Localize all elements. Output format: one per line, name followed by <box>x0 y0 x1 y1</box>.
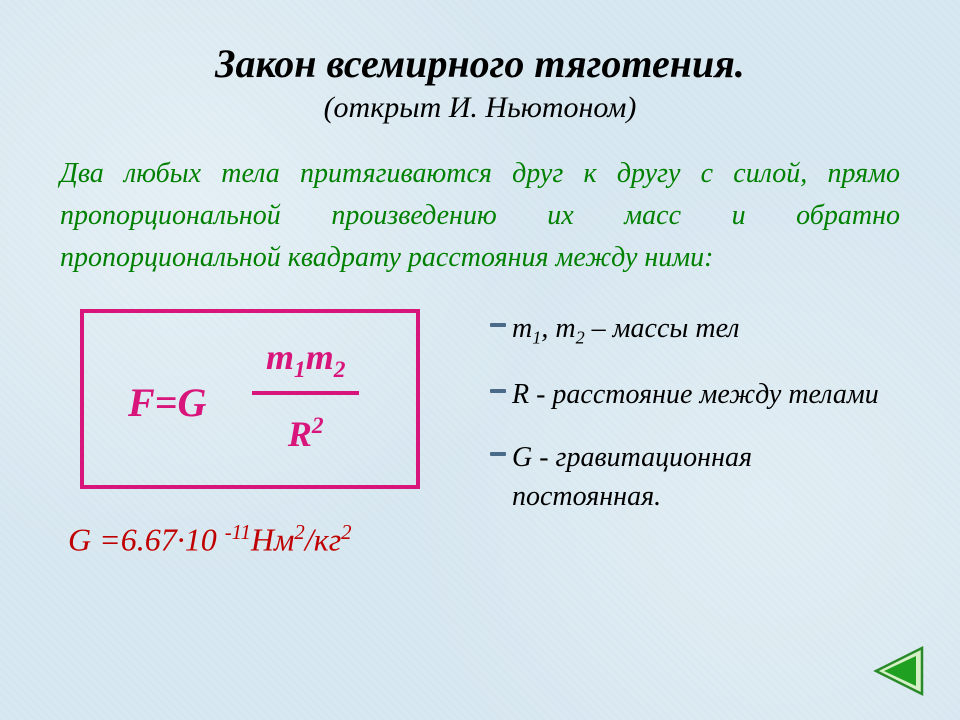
formula-box: F=G m1m2 R2 <box>80 309 420 489</box>
legend-text: R - расстояние между телами <box>512 375 879 414</box>
law-statement: Два любых тела притягиваются друг к друг… <box>60 153 900 279</box>
legend-item: m1, m2 – массы тел <box>490 309 900 351</box>
formula-fraction: m1m2 R2 <box>252 333 359 452</box>
legend-item: R - расстояние между телами <box>490 375 900 414</box>
legend-text: m1, m2 – массы тел <box>512 309 740 351</box>
triangle-left-icon <box>870 644 926 698</box>
slide-title: Закон всемирного тяготения. <box>60 40 900 87</box>
dash-icon <box>490 452 512 456</box>
back-button[interactable] <box>870 644 926 698</box>
lower-row: F=G m1m2 R2 G =6.67·10 -11Нм2/кг2 m1, m2… <box>60 309 900 559</box>
slide: Закон всемирного тяготения. (открыт И. Н… <box>0 0 960 579</box>
formula-lhs: F=G <box>128 379 206 426</box>
legend-item: G - гравитационная постоянная. <box>490 438 900 516</box>
gravitational-constant: G =6.67·10 -11Нм2/кг2 <box>68 521 440 559</box>
dash-icon <box>490 389 512 393</box>
dash-icon <box>490 323 512 327</box>
legend-text: G - гравитационная постоянная. <box>512 438 900 516</box>
formula-denominator: R2 <box>252 395 359 452</box>
slide-subtitle: (открыт И. Ньютоном) <box>60 91 900 125</box>
formula-column: F=G m1m2 R2 G =6.67·10 -11Нм2/кг2 <box>60 309 440 559</box>
legend: m1, m2 – массы тел R - расстояние между … <box>490 309 900 559</box>
formula-numerator: m1m2 <box>252 333 359 395</box>
